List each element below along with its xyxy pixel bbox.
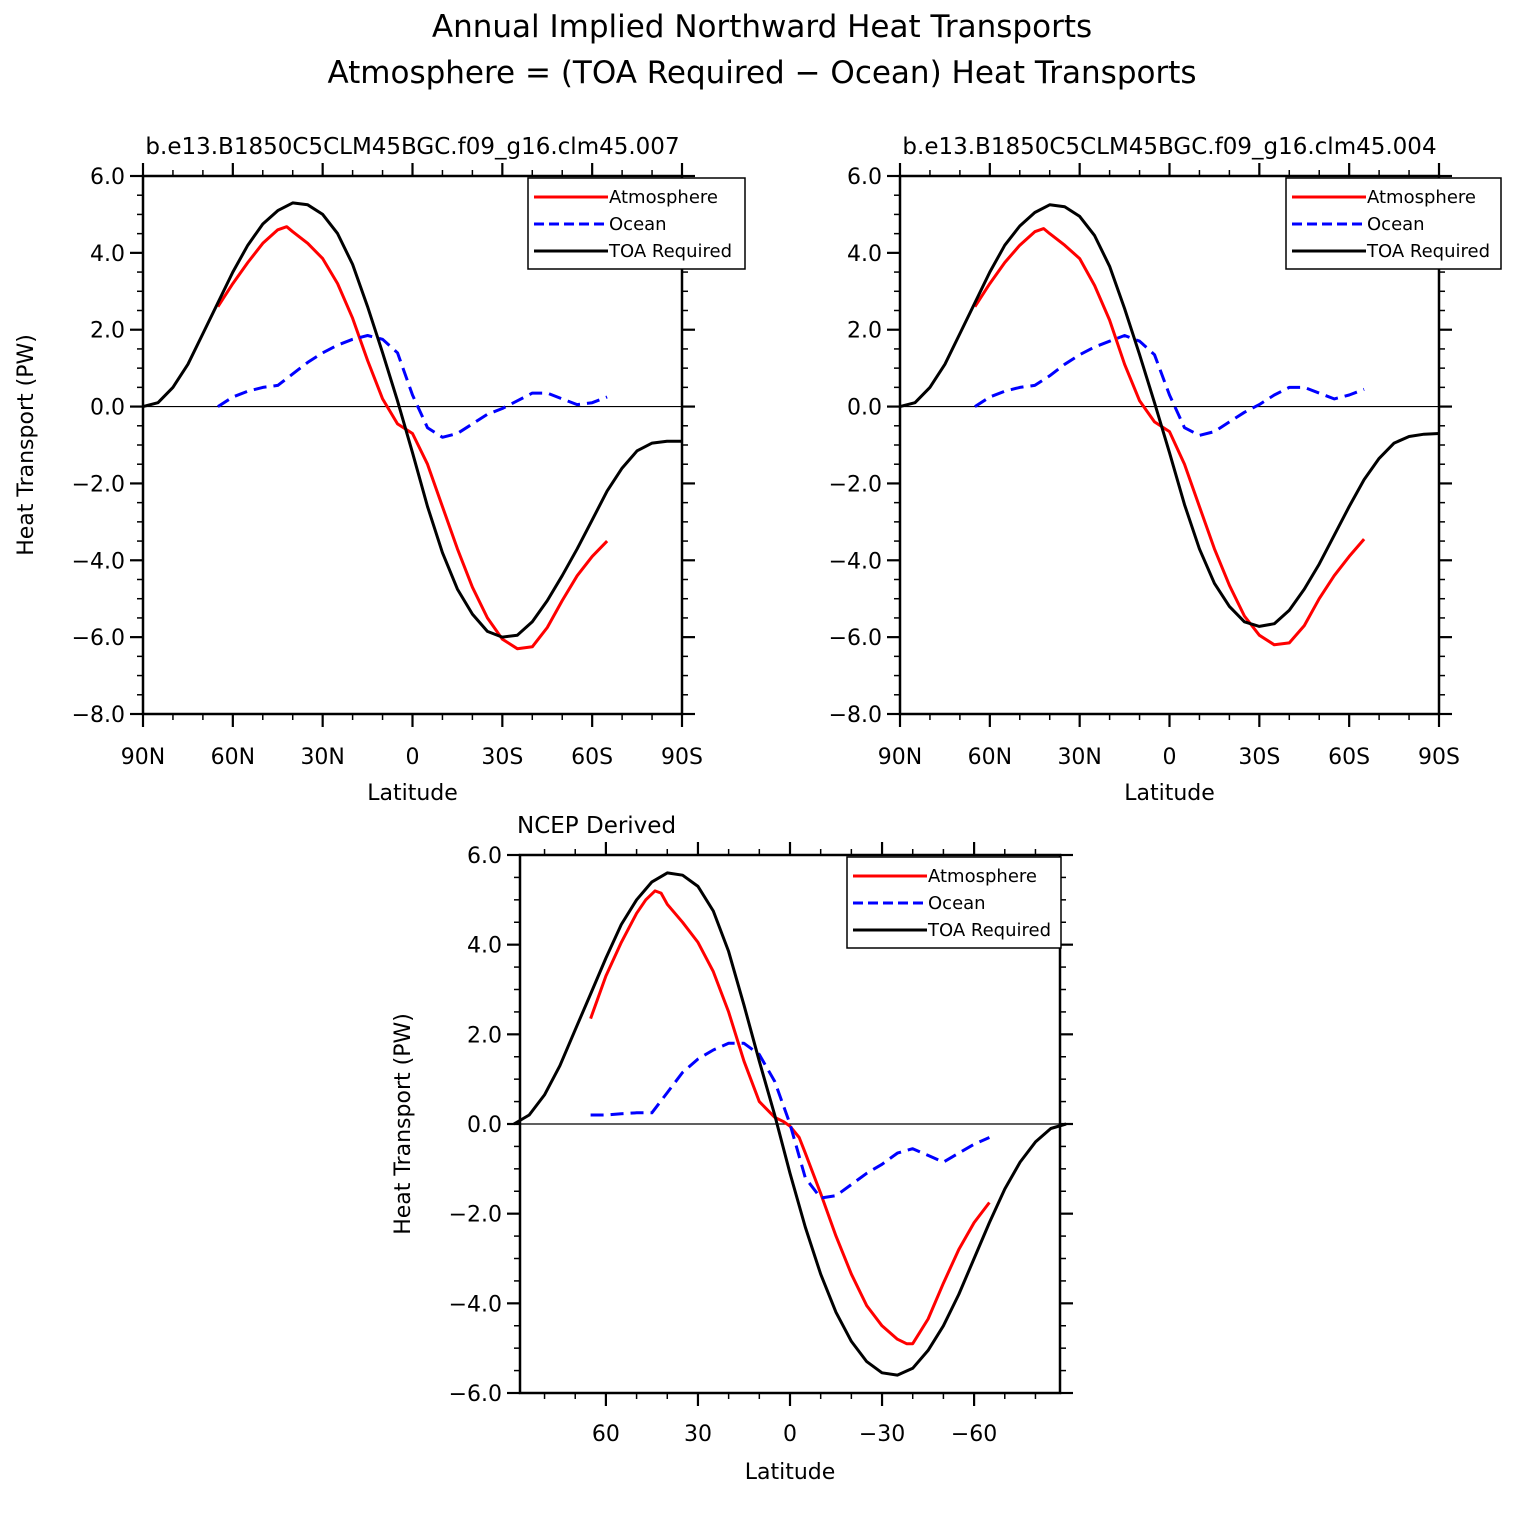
x-tick-label: 90N	[878, 745, 922, 770]
y-tick-label: 2.0	[847, 319, 882, 344]
y-tick-label: −6.0	[449, 1382, 502, 1407]
x-tick-label: 0	[406, 745, 420, 770]
y-tick-label: −2.0	[449, 1203, 502, 1228]
series-line-atmosphere	[589, 889, 991, 1346]
legend-label: Ocean	[1367, 214, 1425, 235]
legend-box	[846, 856, 1062, 949]
x-tick-label: −60	[951, 1422, 997, 1447]
y-tick-label: 0.0	[847, 396, 882, 421]
x-tick-label: 0	[1163, 745, 1177, 770]
x-tick-label: 0	[783, 1422, 797, 1447]
x-tick-label: 90S	[661, 745, 703, 770]
x-tick-label: 60	[592, 1422, 620, 1447]
y-tick-label: 6.0	[847, 165, 882, 190]
y-axis-label: Heat Transport (PW)	[391, 1013, 416, 1235]
y-tick-label: −4.0	[72, 549, 125, 574]
x-axis-label: Latitude	[367, 781, 458, 806]
x-tick-label: 60S	[571, 745, 613, 770]
chart-panel-007: −8.0 −6.0 −4.0 −2.0 0.0 2.0 4.0 6.0 90N 60N 30N 0 30…	[14, 134, 746, 806]
y-tick-label: −4.0	[449, 1292, 502, 1317]
figure-title-line2: Atmosphere = (TOA Required − Ocean) Heat…	[327, 55, 1196, 91]
legend: Atmosphere Ocean TOA Required	[846, 856, 1062, 949]
legend-label: TOA Required	[927, 920, 1051, 941]
legend-box	[527, 177, 746, 270]
y-tick-label: −2.0	[72, 472, 125, 497]
series-line-toa-required	[513, 871, 1067, 1377]
y-tick-label: 4.0	[847, 242, 882, 267]
panel-title: b.e13.B1850C5CLM45BGC.f09_g16.clm45.004	[902, 134, 1436, 160]
legend-label: TOA Required	[1366, 241, 1490, 262]
legend-label: Ocean	[609, 214, 667, 235]
series-line-toa-required	[142, 201, 682, 639]
chart-panel-ncep: −6.0 −4.0 −2.0 0.0 2.0 4.0 6.0 60 30 0 −30 −60 NCEP …	[391, 813, 1073, 1485]
legend-label: Atmosphere	[928, 866, 1037, 887]
legend: Atmosphere Ocean TOA Required	[1285, 177, 1502, 270]
series-line-ocean	[590, 1041, 991, 1200]
legend-label: TOA Required	[608, 241, 732, 262]
legend-label: Atmosphere	[1367, 187, 1476, 208]
y-tick-label: 6.0	[90, 165, 125, 190]
y-tick-label: −8.0	[829, 703, 882, 728]
x-tick-label: 30N	[300, 745, 344, 770]
y-tick-label: −6.0	[829, 626, 882, 651]
legend: Atmosphere Ocean TOA Required	[527, 177, 746, 270]
x-tick-label: 90S	[1418, 745, 1460, 770]
y-tick-label: −6.0	[72, 626, 125, 651]
panel-title: b.e13.B1850C5CLM45BGC.f09_g16.clm45.007	[145, 134, 679, 160]
y-tick-label: 4.0	[90, 242, 125, 267]
y-tick-label: 4.0	[467, 934, 502, 959]
series-line-toa-required	[899, 203, 1440, 628]
x-axis-label: Latitude	[1124, 781, 1215, 806]
legend-label: Ocean	[928, 893, 986, 914]
y-tick-label: 0.0	[467, 1113, 502, 1138]
x-tick-label: 30S	[1238, 745, 1280, 770]
x-tick-label: −30	[859, 1422, 905, 1447]
panel-title: NCEP Derived	[517, 813, 676, 839]
y-tick-label: 0.0	[90, 396, 125, 421]
x-tick-label: 60N	[211, 745, 255, 770]
x-axis-label: Latitude	[745, 1460, 836, 1485]
y-tick-label: −8.0	[72, 703, 125, 728]
x-tick-label: 30	[684, 1422, 712, 1447]
series-line-ocean	[974, 334, 1365, 437]
x-tick-label: 30S	[481, 745, 523, 770]
x-tick-label: 30N	[1057, 745, 1101, 770]
y-tick-label: −4.0	[829, 549, 882, 574]
legend-label: Atmosphere	[609, 187, 718, 208]
x-tick-label: 60N	[968, 745, 1012, 770]
chart-panel-004: −8.0 −6.0 −4.0 −2.0 0.0 2.0 4.0 6.0 90N 60N 30N 0 30…	[829, 134, 1502, 806]
y-axis-label: Heat Transport (PW)	[14, 334, 39, 556]
x-tick-label: 60S	[1328, 745, 1370, 770]
y-tick-label: −2.0	[829, 472, 882, 497]
y-tick-label: 2.0	[90, 319, 125, 344]
series-line-ocean	[217, 334, 608, 439]
legend-box	[1285, 177, 1502, 270]
x-tick-label: 90N	[121, 745, 165, 770]
y-tick-label: 2.0	[467, 1023, 502, 1048]
figure-title-line1: Annual Implied Northward Heat Transports	[432, 9, 1092, 45]
y-tick-label: 6.0	[467, 844, 502, 869]
